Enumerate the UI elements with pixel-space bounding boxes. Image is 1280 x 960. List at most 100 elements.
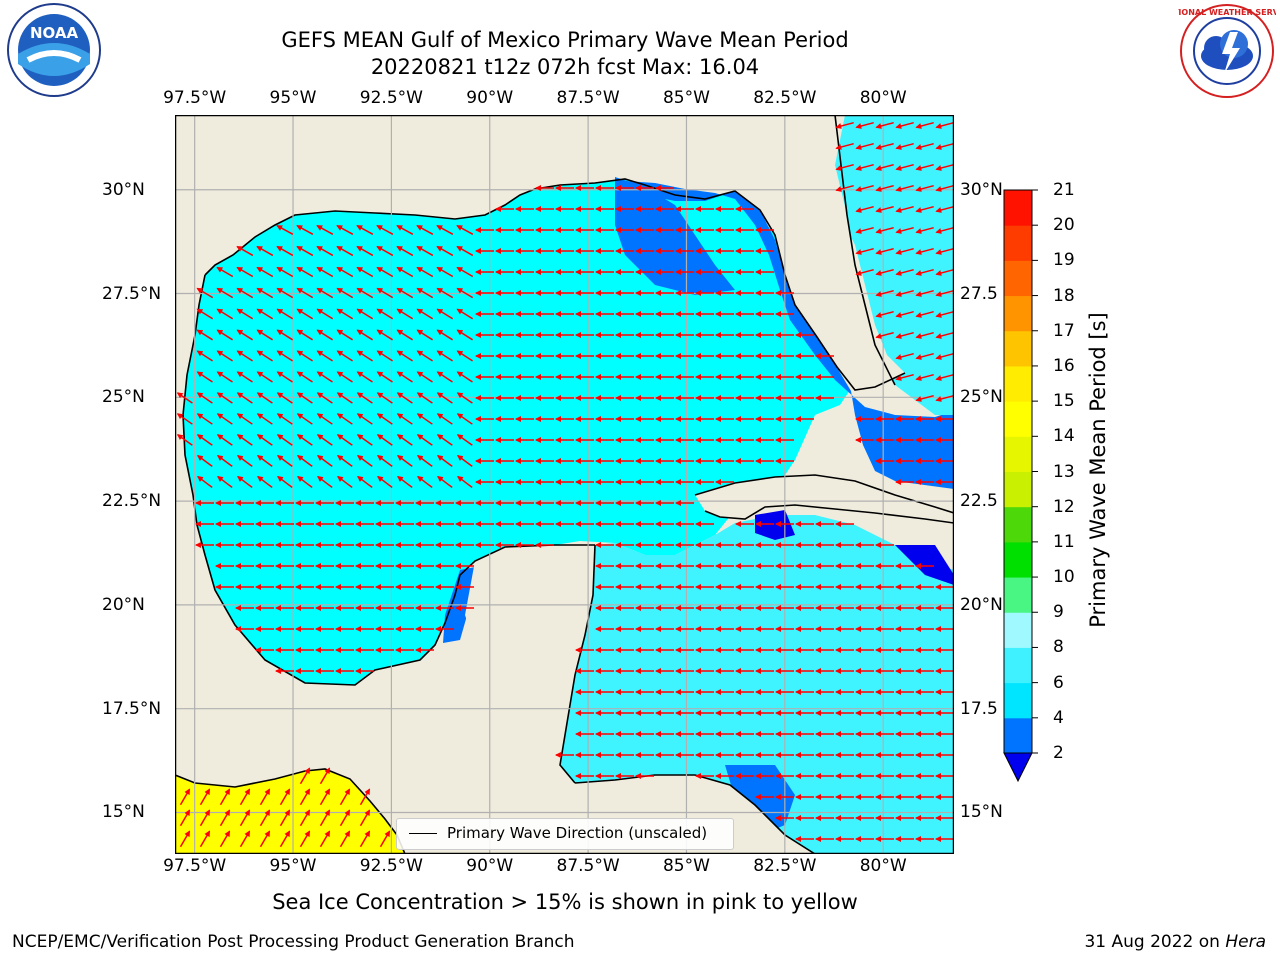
wave-arrow xyxy=(236,371,253,383)
legend-label: Primary Wave Direction (unscaled) xyxy=(447,824,708,842)
wave-arrow xyxy=(935,205,954,213)
wave-arrow xyxy=(416,434,433,446)
wave-arrow xyxy=(396,245,414,257)
svg-text:NOAA: NOAA xyxy=(30,24,79,42)
wave-arrow xyxy=(197,475,213,489)
wave-arrow xyxy=(297,475,313,489)
wave-arrow xyxy=(316,225,334,235)
colorbar-bin xyxy=(1004,365,1032,402)
colorbar-tick-label: 4 xyxy=(1053,707,1064,728)
wave-arrow xyxy=(935,289,954,297)
wave-arrow xyxy=(319,788,331,806)
wave-arrow xyxy=(216,308,234,320)
wave-arrow xyxy=(276,266,294,278)
colorbar-bin xyxy=(1004,225,1032,261)
wave-arrow xyxy=(359,830,371,848)
wave-arrow xyxy=(457,475,473,489)
wave-arrow xyxy=(316,392,333,404)
wave-arrow xyxy=(216,371,233,383)
lon-tick-bottom: 85°W xyxy=(662,856,710,876)
wave-arrow xyxy=(216,287,234,299)
wave-arrow xyxy=(396,434,413,446)
wave-arrow xyxy=(336,225,354,235)
wave-arrow xyxy=(179,788,191,806)
wave-arrow xyxy=(319,830,331,848)
map-panel xyxy=(175,115,954,854)
lat-tick-left: 25°N xyxy=(102,387,145,408)
wave-arrow xyxy=(336,287,354,299)
wave-arrow xyxy=(396,266,414,278)
wave-arrow xyxy=(456,308,474,320)
wave-arrow xyxy=(935,184,954,192)
wave-arrow xyxy=(935,247,954,255)
colorbar-tick-label: 17 xyxy=(1053,320,1075,341)
wave-arrow xyxy=(436,413,453,425)
wave-arrow xyxy=(336,434,353,446)
wave-arrow xyxy=(935,268,954,276)
wave-arrow xyxy=(356,266,374,278)
wave-arrow xyxy=(855,163,874,171)
wave-arrow xyxy=(855,247,874,255)
colorbar-tick-label: 20 xyxy=(1053,215,1075,236)
lon-tick-bottom: 80°W xyxy=(859,856,907,876)
wave-arrow xyxy=(336,329,354,341)
wave-arrow xyxy=(935,226,954,234)
wave-arrow xyxy=(196,455,213,467)
wave-arrow xyxy=(895,205,914,213)
wave-arrow xyxy=(935,373,954,381)
shelf-east xyxy=(625,181,954,489)
wave-arrow xyxy=(416,392,433,404)
map-title: GEFS MEAN Gulf of Mexico Primary Wave Me… xyxy=(281,28,849,52)
caption: Sea Ice Concentration > 15% is shown in … xyxy=(272,890,858,914)
colorbar-bin xyxy=(1004,506,1032,543)
wave-arrow xyxy=(396,455,413,467)
colorbar-bin xyxy=(1004,330,1032,367)
wave-arrow xyxy=(437,475,453,489)
wave-arrow xyxy=(456,225,474,235)
map-legend: Primary Wave Direction (unscaled) xyxy=(396,818,734,850)
colorbar-bin xyxy=(1004,541,1032,578)
colorbar-tick-label: 19 xyxy=(1053,250,1075,271)
wave-arrow xyxy=(336,392,353,404)
wave-arrow xyxy=(895,373,914,381)
wave-arrow xyxy=(376,225,394,235)
wave-arrow xyxy=(276,225,294,235)
legend-line-swatch xyxy=(409,833,437,834)
wave-arrow xyxy=(259,830,271,848)
wave-arrow xyxy=(356,371,373,383)
wave-arrow xyxy=(396,225,414,235)
wave-arrow xyxy=(236,266,254,278)
wave-arrow xyxy=(377,475,393,489)
wave-arrow xyxy=(915,184,934,192)
wave-arrow xyxy=(915,163,934,171)
wave-arrow xyxy=(296,245,314,257)
wave-arrow xyxy=(276,413,293,425)
wave-arrow xyxy=(396,287,414,299)
lat-tick-left: 27.5°N xyxy=(102,283,162,304)
footer-date: 31 Aug 2022 on Hera xyxy=(1084,932,1266,952)
wave-arrow xyxy=(895,331,914,339)
wave-arrow xyxy=(337,475,353,489)
wave-arrow xyxy=(259,788,271,806)
wave-arrow xyxy=(236,350,253,362)
wave-arrow xyxy=(436,266,454,278)
wave-arrow xyxy=(219,830,231,848)
colorbar-tick-label: 9 xyxy=(1053,602,1064,623)
wave-arrow xyxy=(416,371,433,383)
wave-arrow xyxy=(436,308,454,320)
wave-arrow xyxy=(219,809,231,827)
wave-arrow xyxy=(216,413,233,425)
colorbar-bin xyxy=(1004,647,1032,684)
lat-tick-left: 22.5°N xyxy=(102,491,162,512)
wave-arrow xyxy=(276,392,293,404)
wave-arrow xyxy=(376,371,393,383)
wave-arrow xyxy=(436,225,454,235)
wave-arrow xyxy=(875,184,894,192)
wave-arrow xyxy=(236,455,253,467)
wave-arrow xyxy=(199,830,211,848)
yucatan-land xyxy=(465,545,595,765)
wave-arrow xyxy=(336,245,354,257)
wave-arrow xyxy=(456,413,473,425)
wave-arrow xyxy=(875,226,894,234)
wave-arrow xyxy=(257,475,273,489)
